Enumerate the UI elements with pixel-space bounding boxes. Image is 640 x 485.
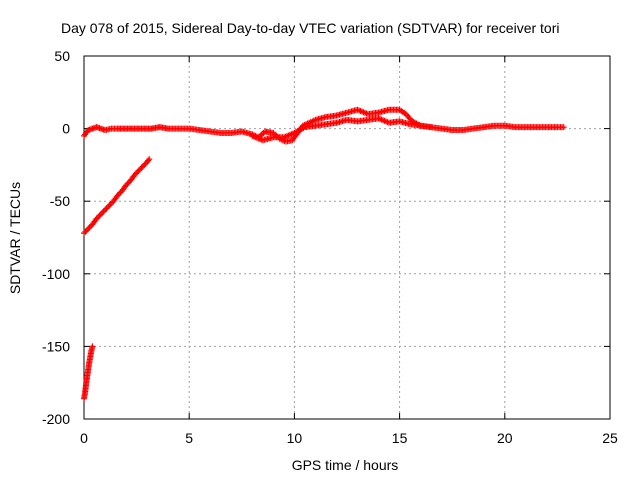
x-tick-label: 10: [287, 430, 303, 446]
data-point: [107, 201, 114, 208]
data-point: [102, 206, 109, 213]
x-tick-label: 20: [497, 430, 513, 446]
data-point: [81, 230, 87, 237]
data-point: [146, 156, 153, 163]
data-point: [106, 202, 113, 209]
x-tick-label: 15: [392, 430, 408, 446]
data-point: [139, 163, 146, 170]
y-tick-label: 0: [62, 121, 70, 137]
data-point: [134, 169, 141, 176]
plot-frame: [83, 55, 611, 420]
x-tick-label: 0: [80, 430, 88, 446]
data-point: [137, 166, 144, 173]
data-point: [96, 212, 103, 219]
data-point: [135, 167, 142, 174]
data-point: [141, 161, 148, 168]
data-point: [428, 124, 435, 131]
y-tick-label: -200: [42, 411, 70, 427]
y-tick-label: -150: [42, 338, 70, 354]
data-point: [97, 211, 104, 218]
y-tick-label: 50: [54, 48, 70, 64]
x-tick-label: 5: [185, 430, 193, 446]
x-tick-label: 25: [602, 430, 618, 446]
y-tick-label: -50: [50, 193, 70, 209]
chart-title: Day 078 of 2015, Sidereal Day-to-day VTE…: [61, 20, 560, 36]
data-point: [83, 227, 90, 234]
data-point: [103, 205, 110, 212]
data-point: [99, 209, 106, 216]
data-point: [86, 224, 93, 231]
data-point: [82, 228, 89, 235]
plot-area: 0 5 10 15 20 25 -200 -150 -100 -50 0 50: [42, 48, 618, 446]
data-point: [138, 164, 145, 171]
data-point: [560, 124, 567, 131]
data-point: [100, 208, 107, 215]
y-axis-label: SDTVAR / TECUs: [7, 182, 23, 294]
data-point: [89, 343, 96, 350]
y-tick-label: -100: [42, 266, 70, 282]
x-axis-label: GPS time / hours: [292, 457, 399, 473]
data-point: [85, 225, 92, 232]
data-point: [104, 204, 111, 211]
